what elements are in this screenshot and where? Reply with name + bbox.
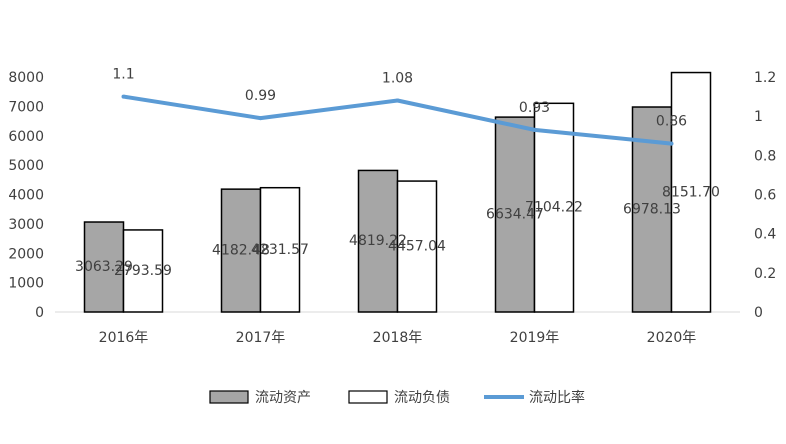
bar-current-assets: [220, 188, 262, 313]
x-tick-label: 2020年: [647, 330, 697, 346]
bar-label-current-assets: 4182.48: [212, 243, 270, 259]
right-axis: 0 0.2 0.4 0.6 0.8 1 1.2: [754, 70, 776, 321]
ratio-label: 1.08: [382, 71, 413, 87]
legend-swatch-current-liabilities: [348, 390, 388, 404]
bar-label-current-liabilities: 2793.59: [114, 263, 172, 279]
ratio-label: 0.99: [245, 88, 276, 104]
ratio-label: 0.93: [519, 100, 550, 116]
bar-current-liabilities: [396, 180, 438, 313]
right-tick-label: 0.4: [754, 227, 776, 243]
x-tick-label: 2016年: [99, 330, 149, 346]
bar-current-liabilities: [259, 186, 301, 313]
legend-label: 流动资产: [255, 390, 311, 406]
left-tick-label: 3000: [8, 217, 44, 233]
bar-current-liabilities: [533, 102, 575, 313]
bar-label-current-assets: 3063.29: [75, 259, 133, 275]
ratio-label: 1.1: [112, 67, 134, 83]
bars: [83, 71, 712, 313]
ratio-point: [121, 94, 126, 99]
bar-label-current-liabilities: 4457.04: [388, 239, 446, 255]
left-tick-label: 6000: [8, 129, 44, 145]
line-labels: 1.1 0.99 1.08 0.93 0.86: [112, 67, 687, 130]
ratio-label: 0.86: [656, 114, 687, 130]
right-tick-label: 0: [754, 305, 763, 321]
x-tick-label: 2017年: [236, 330, 286, 346]
legend-swatch-current-assets: [209, 390, 249, 404]
ratio-point: [669, 141, 674, 146]
right-tick-label: 1.2: [754, 70, 776, 86]
bar-label-current-liabilities: 7104.22: [525, 200, 583, 216]
ratio-point: [258, 116, 263, 121]
right-tick-label: 1: [754, 109, 763, 125]
right-tick-label: 0.2: [754, 266, 776, 282]
left-tick-label: 2000: [8, 246, 44, 262]
bar-current-liabilities: [122, 229, 164, 313]
left-tick-label: 4000: [8, 188, 44, 204]
legend-label: 流动负债: [394, 390, 450, 406]
x-axis: 2016年 2017年 2018年 2019年 2020年: [55, 311, 740, 346]
left-axis: 0 1000 2000 3000 4000 5000 6000 7000 8000: [8, 70, 44, 321]
legend-label: 流动比率: [529, 389, 585, 406]
left-tick-label: 7000: [8, 99, 44, 115]
x-tick-label: 2019年: [510, 330, 560, 346]
ratio-point: [395, 98, 400, 103]
bar-label-current-assets: 6978.13: [623, 202, 681, 218]
right-tick-label: 0.6: [754, 188, 776, 204]
left-tick-label: 0: [35, 305, 44, 321]
legend: 流动资产 流动负债 流动比率: [209, 389, 585, 406]
bar-label-current-liabilities: 8151.70: [662, 184, 720, 200]
right-tick-label: 0.8: [754, 148, 776, 164]
left-tick-label: 5000: [8, 158, 44, 174]
bar-label-current-liabilities: 4231.57: [251, 242, 309, 258]
x-tick-label: 2018年: [373, 330, 423, 346]
bar-label-current-assets: 4819.22: [349, 233, 407, 249]
ratio-line: [121, 94, 674, 146]
ratio-point: [532, 127, 537, 132]
bar-current-liabilities: [670, 71, 712, 313]
left-tick-label: 1000: [8, 276, 44, 292]
bar-label-current-assets: 6634.47: [486, 207, 544, 223]
ratio-line-path: [123, 94, 672, 146]
left-tick-label: 8000: [8, 70, 44, 86]
